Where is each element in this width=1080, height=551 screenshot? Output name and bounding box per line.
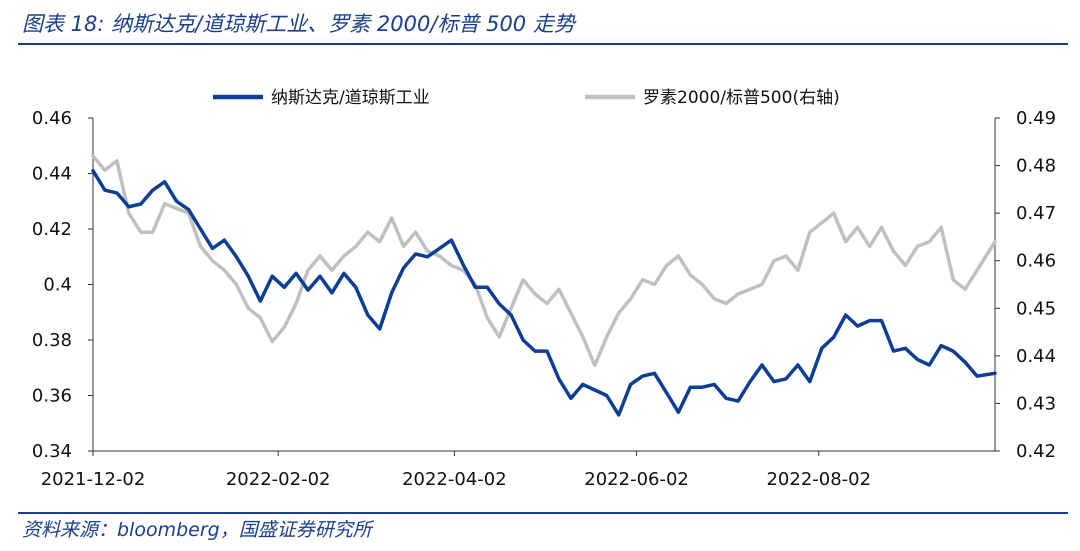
series-line-nasdaq-dow bbox=[91, 168, 997, 417]
y-right-tick-label: 0.44 bbox=[1016, 346, 1056, 367]
legend-label: 罗素2000/标普500(右轴) bbox=[643, 88, 840, 108]
source-note: 资料来源：bloomberg，国盛证券研究所 bbox=[22, 519, 372, 541]
y-left-tick-label: 0.36 bbox=[32, 386, 72, 407]
x-tick-label: 2022-08-02 bbox=[766, 469, 871, 490]
x-tick-label: 2021-12-02 bbox=[41, 469, 146, 490]
y-left-tick-label: 0.42 bbox=[32, 219, 72, 240]
title-rule bbox=[18, 43, 1068, 45]
axes: 0.34 0.36 0.38 0.4 0.42 0.44 0.46 0.42 0.43 0.44 0… bbox=[32, 108, 1056, 490]
figure-title: 图表 18: 纳斯达克/道琼斯工业、罗素 2000/标普 500 走势 bbox=[22, 12, 575, 36]
legend-label: 纳斯达克/道琼斯工业 bbox=[271, 88, 430, 108]
y-right-tick-label: 0.49 bbox=[1016, 108, 1056, 129]
y-right-tick-label: 0.43 bbox=[1016, 393, 1056, 414]
y-left-tick-label: 0.44 bbox=[32, 164, 72, 185]
y-right-tick-label: 0.47 bbox=[1016, 203, 1056, 224]
y-left-tick-label: 0.34 bbox=[32, 441, 72, 462]
source-rule bbox=[18, 512, 1068, 514]
y-left-tick-label: 0.4 bbox=[43, 275, 72, 296]
y-right-tick-label: 0.48 bbox=[1016, 156, 1056, 177]
x-tick-label: 2022-06-02 bbox=[584, 469, 689, 490]
legend: 纳斯达克/道琼斯工业 罗素2000/标普500(右轴) bbox=[213, 88, 840, 108]
x-tick-label: 2022-04-02 bbox=[402, 469, 507, 490]
y-left-tick-label: 0.38 bbox=[32, 330, 72, 351]
y-right-tick-label: 0.46 bbox=[1016, 251, 1056, 272]
series-lines bbox=[91, 154, 997, 417]
y-right-tick-label: 0.45 bbox=[1016, 298, 1056, 319]
y-right-tick-label: 0.42 bbox=[1016, 441, 1056, 462]
x-tick-label: 2022-02-02 bbox=[226, 469, 331, 490]
series-line-russell-sp500 bbox=[91, 154, 997, 368]
y-left-tick-label: 0.46 bbox=[32, 108, 72, 129]
